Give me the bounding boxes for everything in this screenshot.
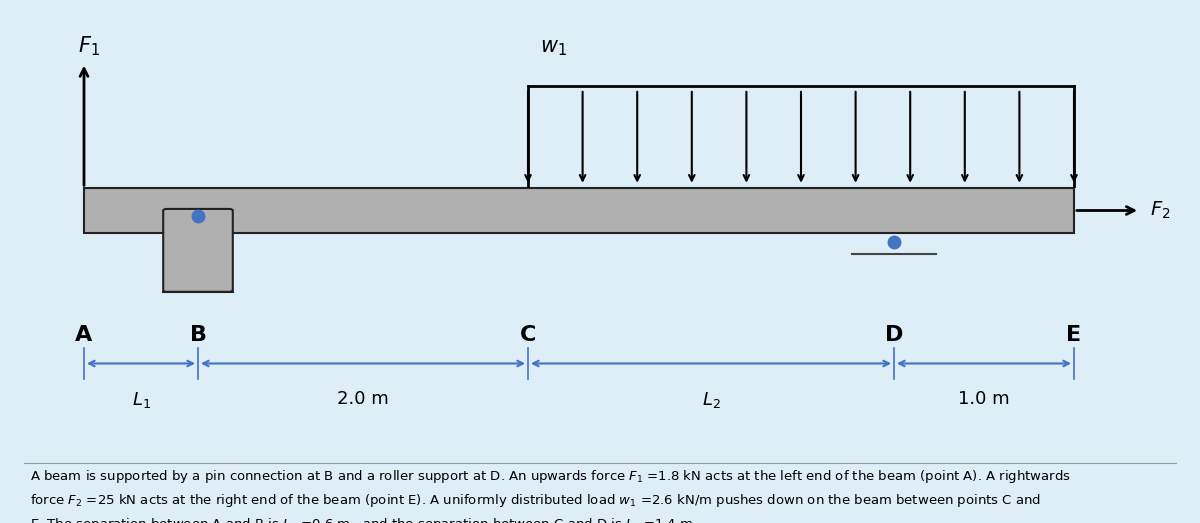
- FancyBboxPatch shape: [163, 209, 233, 292]
- Text: $F_1$: $F_1$: [78, 34, 100, 58]
- Text: B: B: [190, 325, 206, 345]
- Text: E: E: [1067, 325, 1081, 345]
- Text: D: D: [884, 325, 904, 345]
- Text: C: C: [520, 325, 536, 345]
- Bar: [84, 188, 1074, 233]
- Text: $F_2$: $F_2$: [1150, 200, 1170, 221]
- Text: A beam is supported by a pin connection at B and a roller support at D. An upwar: A beam is supported by a pin connection …: [30, 468, 1070, 523]
- Text: 2.0 m: 2.0 m: [337, 390, 389, 407]
- Text: $w_1$: $w_1$: [540, 38, 566, 58]
- Text: 1.0 m: 1.0 m: [958, 390, 1010, 407]
- Text: $L_1$: $L_1$: [132, 390, 150, 410]
- Text: A: A: [76, 325, 92, 345]
- Text: $L_2$: $L_2$: [702, 390, 720, 410]
